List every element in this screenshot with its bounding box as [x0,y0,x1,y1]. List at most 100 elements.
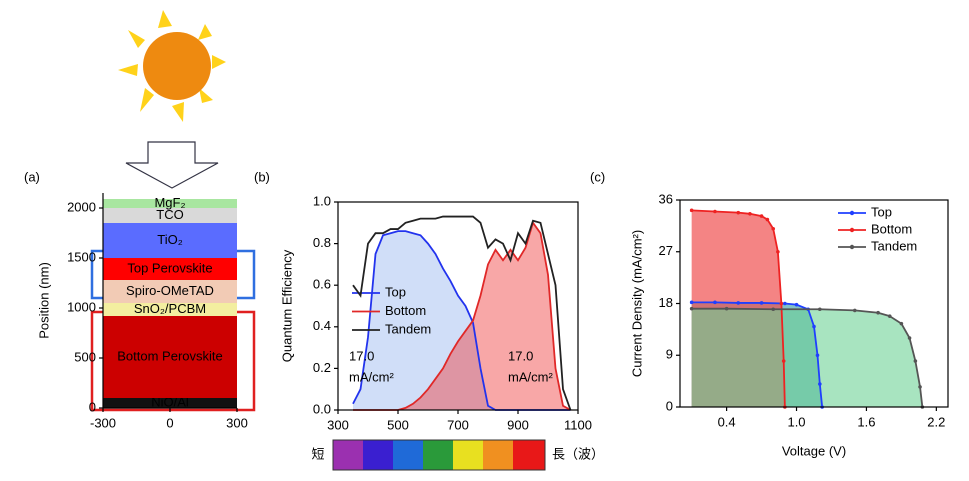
y-axis-label: Position (nm) [36,262,51,339]
x-tick-label: -300 [90,415,116,430]
point [759,214,764,218]
point [918,385,922,389]
layer [103,316,237,398]
area [353,222,571,410]
point [713,209,717,214]
y-axis-label: Quantum Efficiency [279,249,294,362]
point [779,301,784,306]
y-tick-label: 0.8 [313,235,331,250]
y-tick-label: 0.6 [313,277,331,292]
x-tick-label: 1.0 [787,414,805,429]
point [887,314,892,318]
point [771,307,776,312]
point [794,302,799,307]
y-tick-label: 2000 [67,199,96,214]
annotation: 17.0 [349,348,374,363]
point [736,301,741,305]
y-tick-label: 18 [659,295,673,310]
annotation: mA/cm² [508,369,553,384]
point [724,306,729,311]
legend-label: Bottom [385,303,426,318]
point [812,324,816,329]
spectrum-label: 長（波） [552,446,604,461]
annotation: mA/cm² [349,369,394,384]
point [689,300,694,305]
y-tick-label: 36 [659,191,673,206]
panel-label: (b) [254,169,270,184]
x-tick-label: 700 [447,417,469,432]
point [781,359,786,363]
point [899,321,904,326]
y-tick-label: 1000 [67,299,96,314]
point [783,301,787,306]
point [759,301,764,305]
layer-label: Top Perovskite [127,260,212,275]
x-tick-label: 1.6 [857,414,875,429]
layer-label: SnO₂/PCBM [134,301,206,316]
legend-marker [849,210,855,216]
panel-label: (c) [590,169,605,184]
y-tick-label: 0.0 [313,401,331,416]
point [852,308,857,313]
layer-label: Spiro-OMeTAD [126,283,214,298]
light-arrow [125,141,219,189]
legend-label: Top [385,284,406,299]
layer [103,280,237,303]
area [691,308,923,407]
x-tick-label: 1100 [564,417,592,432]
legend-label: Top [871,204,892,219]
layer-label: TiO₂ [157,232,183,247]
point [818,307,822,312]
x-tick-label: 300 [226,415,248,430]
layer [103,223,237,258]
point [771,226,776,231]
panel-label: (a) [24,169,40,184]
layer [103,199,237,208]
x-tick-label: 0 [166,415,173,430]
y-tick-label: 0.4 [313,318,331,333]
spectrum-bar [332,439,546,471]
x-tick-label: 900 [507,417,529,432]
point [815,353,820,358]
point [713,300,717,305]
layer [103,303,237,316]
y-tick-label: 1.0 [313,193,331,208]
series-line [691,307,924,408]
area [353,231,571,410]
layer-label: Bottom Perovskite [117,348,223,363]
point [907,336,912,340]
legend-marker [849,244,855,250]
x-tick-label: 0.4 [718,414,736,429]
layer [103,258,237,280]
point [765,217,770,222]
layer [103,208,237,223]
layer-label: TCO [156,207,183,222]
y-tick-label: 0 [666,398,673,413]
point [776,249,780,254]
legend-marker [849,227,855,233]
x-tick-label: 2.2 [927,414,945,429]
y-tick-label: 9 [666,347,673,362]
point [818,382,822,386]
x-tick-label: 300 [327,417,349,432]
legend-label: Tandem [871,238,917,253]
y-axis-label: Current Density (mA/cm²) [629,230,644,377]
legend-label: Bottom [871,221,912,236]
layer-label: MgF₂ [154,195,185,210]
layer-label: NiO/Al [151,394,189,409]
point [689,306,694,311]
annotation: 17.0 [508,348,533,363]
legend-label: Tandem [385,321,431,336]
x-axis-label: Voltage (V) [782,443,846,458]
y-tick-label: 1500 [67,249,96,264]
point [876,310,880,315]
sun-icon [118,10,226,122]
point [913,359,918,363]
y-tick-label: 500 [74,349,96,364]
y-tick-label: 0 [89,399,96,414]
point [689,208,694,213]
point [736,210,741,215]
series-line [352,215,572,411]
spectrum-label: 短 [311,446,324,461]
